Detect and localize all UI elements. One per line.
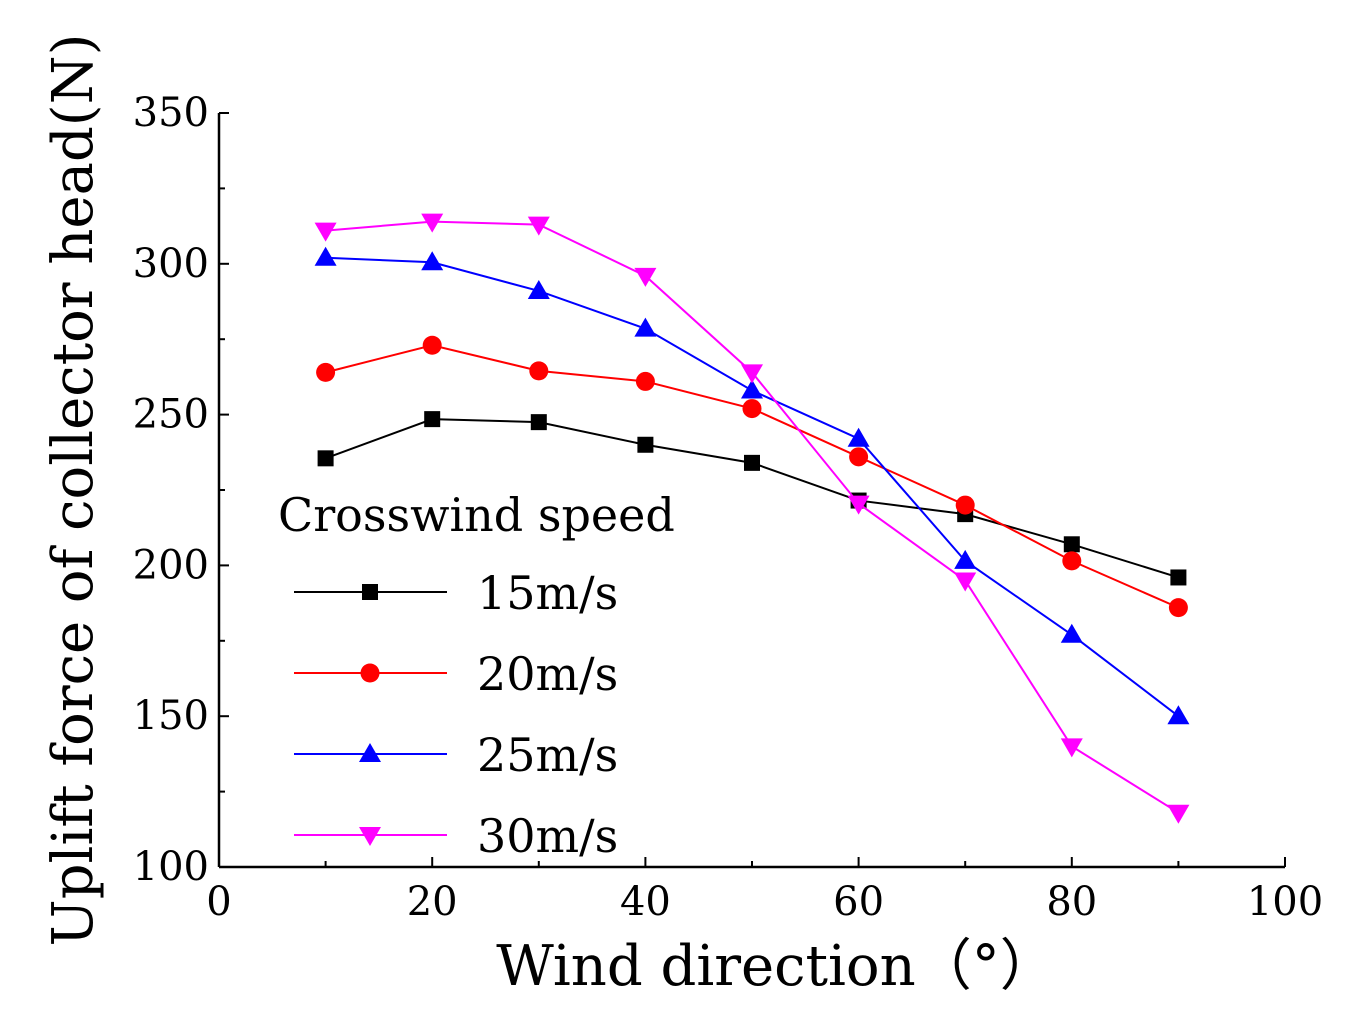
data-point-30m-s (1167, 804, 1190, 824)
y-tick-label: 200 (133, 542, 209, 588)
y-tick-label: 100 (133, 844, 209, 890)
data-point-25m-s (314, 246, 337, 266)
legend-title: Crosswind speed (278, 488, 675, 542)
data-point-15m-s (317, 450, 334, 467)
legend-marker (360, 663, 380, 683)
series-line-25m-s (325, 256, 1180, 717)
data-point-30m-s (954, 572, 977, 592)
data-point-30m-s (421, 213, 444, 233)
legend-label: 15m/s (477, 566, 618, 620)
legend-label: 20m/s (477, 647, 618, 701)
data-point-20m-s (422, 335, 442, 355)
series-layer (314, 213, 1190, 824)
series-30m-s (314, 213, 1190, 824)
data-point-20m-s (849, 447, 869, 467)
data-point-15m-s (1063, 536, 1080, 553)
legend-entry-15m-s: 15m/s (294, 566, 618, 620)
legend: Crosswind speed 15m/s 20m/s 25m/s 30m/s (278, 488, 675, 863)
series-20m-s (316, 335, 1188, 618)
data-point-15m-s (637, 436, 654, 453)
legend-entry-20m-s: 20m/s (294, 647, 618, 701)
data-point-15m-s (744, 454, 760, 471)
data-point-15m-s (530, 414, 547, 431)
x-axis-title: Wind direction（°） (496, 934, 1055, 999)
data-point-20m-s (529, 361, 549, 381)
y-tick-label: 150 (133, 693, 209, 739)
x-tick-label: 20 (407, 879, 458, 925)
data-point-25m-s (421, 251, 444, 271)
data-point-20m-s (1062, 551, 1082, 571)
x-tick-label: 0 (206, 879, 231, 925)
data-point-20m-s (635, 371, 655, 391)
x-tick-label: 60 (833, 879, 884, 925)
data-point-30m-s (527, 216, 550, 236)
data-point-20m-s (742, 399, 762, 419)
legend-entry-25m-s: 25m/s (294, 728, 618, 782)
x-tick-label: 80 (1046, 879, 1097, 925)
legend-entry-30m-s: 30m/s (294, 809, 618, 863)
legend-marker (362, 584, 378, 600)
data-point-25m-s (634, 317, 657, 337)
data-point-20m-s (955, 495, 975, 515)
data-point-30m-s (634, 267, 657, 287)
data-point-25m-s (954, 549, 977, 569)
data-point-15m-s (1170, 569, 1187, 586)
legend-marker (359, 743, 381, 762)
legend-marker (359, 827, 381, 846)
data-point-25m-s (741, 379, 763, 399)
y-axis-title: Uplift force of collector head(N) (41, 34, 106, 947)
y-tick-label: 250 (133, 392, 209, 438)
data-point-25m-s (1060, 623, 1083, 643)
legend-label: 30m/s (477, 809, 618, 863)
data-point-30m-s (847, 495, 870, 515)
ticks: 0 20 40 60 80 100 100 150 200 250 300 350 (133, 90, 1324, 925)
y-tick-label: 300 (133, 241, 209, 287)
x-tick-label: 100 (1247, 879, 1323, 925)
series-25m-s (314, 246, 1190, 725)
y-tick-label: 350 (133, 90, 209, 136)
data-point-20m-s (1168, 598, 1188, 618)
data-point-30m-s (741, 364, 763, 384)
data-point-25m-s (847, 427, 870, 447)
data-point-20m-s (316, 362, 336, 382)
data-point-30m-s (314, 222, 337, 242)
data-point-15m-s (424, 411, 441, 428)
x-tick-label: 40 (620, 879, 671, 925)
data-point-30m-s (1060, 738, 1083, 758)
legend-label: 25m/s (477, 728, 618, 782)
data-point-25m-s (527, 279, 550, 299)
data-point-25m-s (1167, 705, 1190, 725)
